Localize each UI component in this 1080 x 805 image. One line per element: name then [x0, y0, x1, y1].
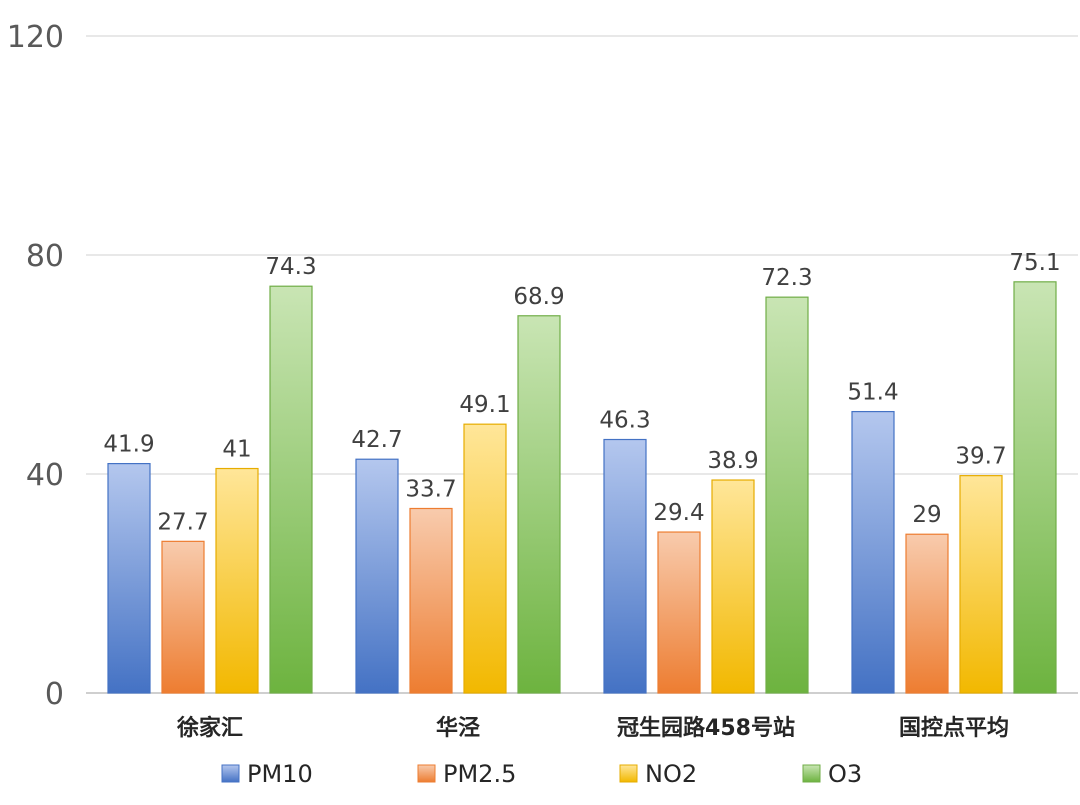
data-label: 51.4 [847, 380, 898, 406]
legend-label: NO2 [645, 760, 697, 788]
bar-o3-1 [517, 315, 561, 694]
bar-o3-3 [1013, 281, 1057, 694]
bar-pm25-0 [161, 540, 205, 694]
bar-no2-0 [215, 467, 259, 694]
x-tick-label: 徐家汇 [176, 715, 243, 741]
bar-pm10-0 [107, 462, 151, 694]
bar-pm25-2 [657, 531, 701, 694]
bar-pm10-2 [603, 438, 647, 694]
legend-label: PM2.5 [443, 760, 516, 788]
data-label: 49.1 [459, 392, 510, 418]
y-tick-label: 40 [26, 458, 64, 493]
legend: PM10 PM2.5 NO2 O3 [221, 760, 862, 788]
data-label: 41.9 [103, 432, 154, 458]
legend-swatch [221, 764, 240, 783]
bar-no2-3 [959, 475, 1003, 694]
data-label: 72.3 [761, 265, 812, 291]
y-tick-label: 80 [26, 239, 64, 274]
y-tick-label: 120 [7, 20, 64, 55]
bar-pm25-3 [905, 533, 949, 694]
data-label: 27.7 [157, 509, 208, 535]
data-label: 29.4 [653, 500, 704, 526]
data-label: 29 [912, 502, 941, 528]
data-label: 39.7 [955, 444, 1006, 470]
x-axis-ticks: 徐家汇 华泾 冠生园路458号站 国控点平均 [176, 715, 1009, 741]
legend-swatch [417, 764, 436, 783]
legend-swatch [619, 764, 638, 783]
data-label: 46.3 [599, 408, 650, 434]
x-tick-label: 华泾 [436, 715, 480, 741]
legend-label: O3 [828, 760, 862, 788]
x-tick-label: 国控点平均 [899, 715, 1009, 741]
data-label: 33.7 [405, 476, 456, 502]
data-label: 75.1 [1009, 250, 1060, 276]
bar-pm10-1 [355, 458, 399, 694]
bars [107, 281, 1057, 694]
y-axis-ticks: 0 40 80 120 [7, 20, 64, 712]
y-tick-label: 0 [45, 677, 64, 712]
data-label: 74.3 [265, 254, 316, 280]
data-label: 41 [222, 437, 251, 463]
legend-swatch [802, 764, 821, 783]
data-label: 68.9 [513, 284, 564, 310]
bar-o3-0 [269, 285, 313, 694]
bar-no2-1 [463, 423, 507, 694]
bar-o3-2 [765, 296, 809, 694]
x-tick-label: 冠生园路458号站 [617, 715, 795, 741]
legend-label: PM10 [247, 760, 313, 788]
data-labels: 41.9 27.7 41 74.3 42.733.7 49.1 68.9 46.3 29.438… [103, 250, 1060, 536]
data-label: 42.7 [351, 427, 402, 453]
data-label: 38.9 [707, 448, 758, 474]
bar-no2-2 [711, 479, 755, 694]
bar-pm25-1 [409, 507, 453, 694]
bar-pm10-3 [851, 410, 895, 694]
